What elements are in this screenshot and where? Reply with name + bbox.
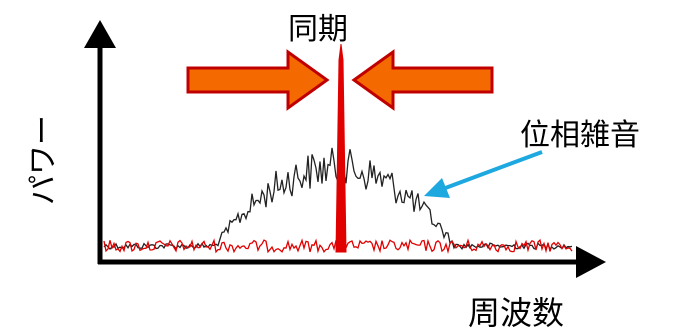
- left-pointing-arrow-icon: [351, 49, 494, 111]
- callout-arrow-shaft: [439, 150, 543, 192]
- right-pointing-arrow-icon: [186, 49, 330, 111]
- callout-arrow-icon: [424, 178, 450, 198]
- up-arrow-icon: [84, 20, 116, 48]
- title-label: 同期: [288, 12, 348, 47]
- right-arrow-icon: [576, 246, 606, 278]
- locked-peak: [335, 43, 347, 253]
- phase-noise-label: 位相雑音: [520, 118, 640, 153]
- y-axis-label: パワー: [26, 115, 61, 205]
- x-axis-label: 周波数: [468, 294, 565, 332]
